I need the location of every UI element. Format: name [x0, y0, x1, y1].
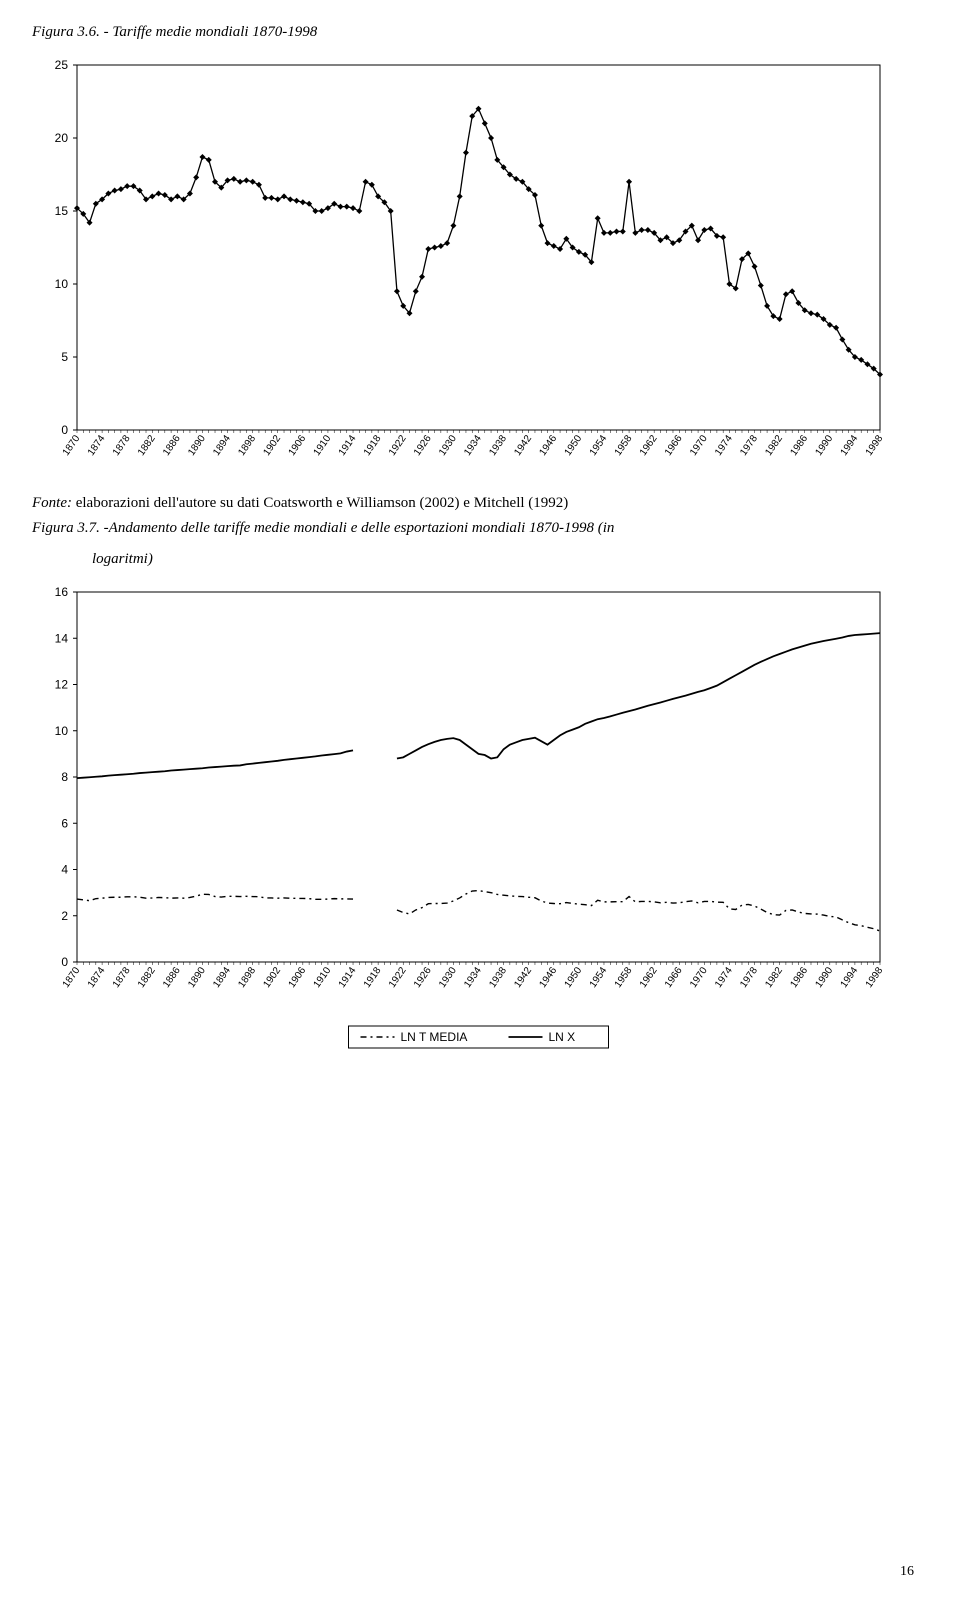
- svg-text:1978: 1978: [738, 433, 760, 458]
- svg-text:1958: 1958: [613, 433, 635, 458]
- svg-text:1926: 1926: [412, 433, 434, 458]
- svg-text:1986: 1986: [788, 433, 810, 458]
- svg-text:1974: 1974: [713, 965, 735, 990]
- svg-text:1950: 1950: [563, 965, 585, 990]
- svg-text:1874: 1874: [86, 433, 108, 458]
- svg-text:1990: 1990: [813, 965, 835, 990]
- source-label: Fonte:: [32, 495, 72, 511]
- svg-text:1894: 1894: [211, 433, 233, 458]
- svg-text:1978: 1978: [738, 965, 760, 990]
- svg-text:12: 12: [55, 678, 69, 692]
- svg-text:1930: 1930: [437, 433, 459, 458]
- svg-text:1934: 1934: [462, 433, 484, 458]
- svg-text:1990: 1990: [813, 433, 835, 458]
- svg-text:5: 5: [61, 350, 68, 364]
- figure2-caption-line1: Figura 3.7. -Andamento delle tariffe med…: [32, 520, 928, 537]
- svg-text:0: 0: [61, 955, 68, 969]
- svg-text:1998: 1998: [864, 433, 886, 458]
- svg-text:1910: 1910: [312, 965, 334, 990]
- svg-text:1954: 1954: [588, 965, 610, 990]
- svg-text:1954: 1954: [588, 433, 610, 458]
- svg-text:4: 4: [61, 863, 68, 877]
- svg-text:1918: 1918: [362, 965, 384, 990]
- source-line: Fonte: elaborazioni dell'autore su dati …: [32, 495, 928, 512]
- svg-text:10: 10: [55, 277, 69, 291]
- figure1-caption: Figura 3.6. - Tariffe medie mondiali 187…: [32, 24, 928, 41]
- svg-text:1914: 1914: [337, 965, 359, 990]
- svg-text:1994: 1994: [839, 965, 861, 990]
- svg-text:1998: 1998: [864, 965, 886, 990]
- svg-text:8: 8: [61, 770, 68, 784]
- svg-text:10: 10: [55, 724, 69, 738]
- svg-text:1922: 1922: [387, 433, 409, 458]
- svg-text:1942: 1942: [512, 433, 534, 458]
- source-body: elaborazioni dell'autore su dati Coatswo…: [72, 495, 568, 511]
- svg-text:20: 20: [55, 131, 69, 145]
- svg-text:1962: 1962: [638, 433, 660, 458]
- svg-text:1966: 1966: [663, 965, 685, 990]
- svg-text:1902: 1902: [261, 965, 283, 990]
- svg-text:1958: 1958: [613, 965, 635, 990]
- svg-text:1946: 1946: [537, 433, 559, 458]
- svg-text:1970: 1970: [688, 433, 710, 458]
- page-number: 16: [900, 1564, 914, 1580]
- svg-text:0: 0: [61, 423, 68, 437]
- svg-text:1898: 1898: [236, 965, 258, 990]
- svg-text:2: 2: [61, 909, 68, 923]
- svg-text:1926: 1926: [412, 965, 434, 990]
- svg-text:14: 14: [55, 631, 69, 645]
- svg-text:1898: 1898: [236, 433, 258, 458]
- figure1-chart: 0510152025187018741878188218861890189418…: [32, 55, 892, 485]
- figure2-caption-line2: logaritmi): [92, 551, 928, 568]
- svg-text:1986: 1986: [788, 965, 810, 990]
- svg-text:1930: 1930: [437, 965, 459, 990]
- svg-text:1906: 1906: [287, 965, 309, 990]
- figure2-chart: 0246810121416187018741878188218861890189…: [32, 582, 892, 1052]
- svg-text:1886: 1886: [161, 965, 183, 990]
- svg-text:1994: 1994: [839, 433, 861, 458]
- svg-text:6: 6: [61, 816, 68, 830]
- svg-text:1922: 1922: [387, 965, 409, 990]
- svg-text:15: 15: [55, 204, 69, 218]
- svg-text:1874: 1874: [86, 965, 108, 990]
- svg-text:1890: 1890: [186, 433, 208, 458]
- svg-text:1878: 1878: [111, 433, 133, 458]
- svg-text:1906: 1906: [287, 433, 309, 458]
- svg-text:LN X: LN X: [549, 1030, 576, 1044]
- svg-text:1938: 1938: [487, 433, 509, 458]
- svg-text:1946: 1946: [537, 965, 559, 990]
- svg-text:1982: 1982: [763, 433, 785, 458]
- svg-text:1942: 1942: [512, 965, 534, 990]
- svg-text:1890: 1890: [186, 965, 208, 990]
- svg-text:1962: 1962: [638, 965, 660, 990]
- svg-text:1882: 1882: [136, 433, 158, 458]
- svg-text:1918: 1918: [362, 433, 384, 458]
- svg-text:1982: 1982: [763, 965, 785, 990]
- svg-text:LN T MEDIA: LN T MEDIA: [401, 1030, 468, 1044]
- svg-text:1966: 1966: [663, 433, 685, 458]
- svg-text:1910: 1910: [312, 433, 334, 458]
- svg-text:25: 25: [55, 58, 69, 72]
- svg-text:1894: 1894: [211, 965, 233, 990]
- svg-text:1902: 1902: [261, 433, 283, 458]
- svg-text:1950: 1950: [563, 433, 585, 458]
- svg-text:1878: 1878: [111, 965, 133, 990]
- svg-text:1886: 1886: [161, 433, 183, 458]
- svg-text:16: 16: [55, 585, 69, 599]
- svg-text:1974: 1974: [713, 433, 735, 458]
- svg-text:1882: 1882: [136, 965, 158, 990]
- svg-text:1938: 1938: [487, 965, 509, 990]
- svg-text:1914: 1914: [337, 433, 359, 458]
- svg-text:1934: 1934: [462, 965, 484, 990]
- svg-text:1970: 1970: [688, 965, 710, 990]
